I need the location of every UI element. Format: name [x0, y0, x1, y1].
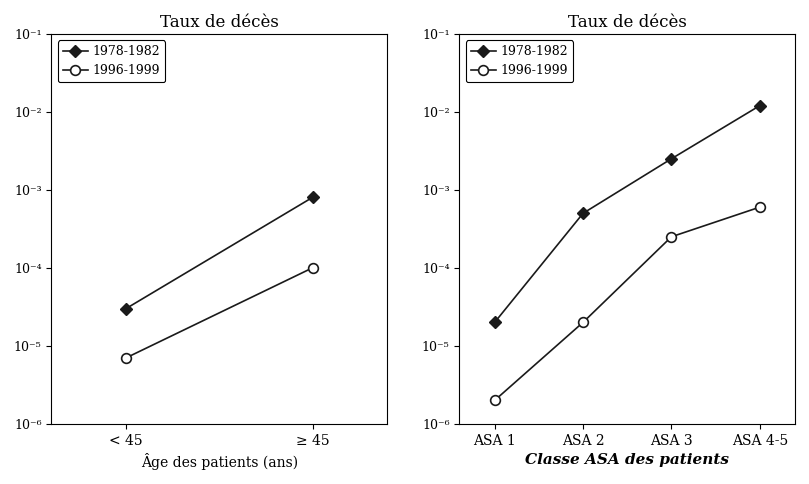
Title: Taux de décès: Taux de décès	[160, 14, 278, 31]
1996-1999	[667, 234, 676, 240]
1996-1999	[489, 397, 499, 403]
1978-1982	[755, 103, 765, 108]
1978-1982	[578, 211, 588, 216]
1996-1999	[755, 204, 765, 210]
1996-1999	[121, 355, 131, 361]
Line: 1978-1982: 1978-1982	[122, 193, 316, 313]
X-axis label: Âge des patients (ans): Âge des patients (ans)	[141, 453, 298, 470]
Line: 1978-1982: 1978-1982	[490, 102, 764, 327]
Line: 1996-1999: 1996-1999	[489, 202, 765, 405]
1978-1982	[307, 195, 317, 200]
Line: 1996-1999: 1996-1999	[121, 263, 317, 363]
1996-1999	[578, 319, 588, 325]
Legend: 1978-1982, 1996-1999: 1978-1982, 1996-1999	[466, 40, 574, 82]
Title: Taux de décès: Taux de décès	[568, 14, 687, 31]
1978-1982	[667, 156, 676, 162]
1978-1982	[489, 319, 499, 325]
1996-1999	[307, 265, 317, 271]
X-axis label: Classe ASA des patients: Classe ASA des patients	[525, 453, 729, 467]
Legend: 1978-1982, 1996-1999: 1978-1982, 1996-1999	[57, 40, 165, 82]
1978-1982	[121, 306, 131, 312]
